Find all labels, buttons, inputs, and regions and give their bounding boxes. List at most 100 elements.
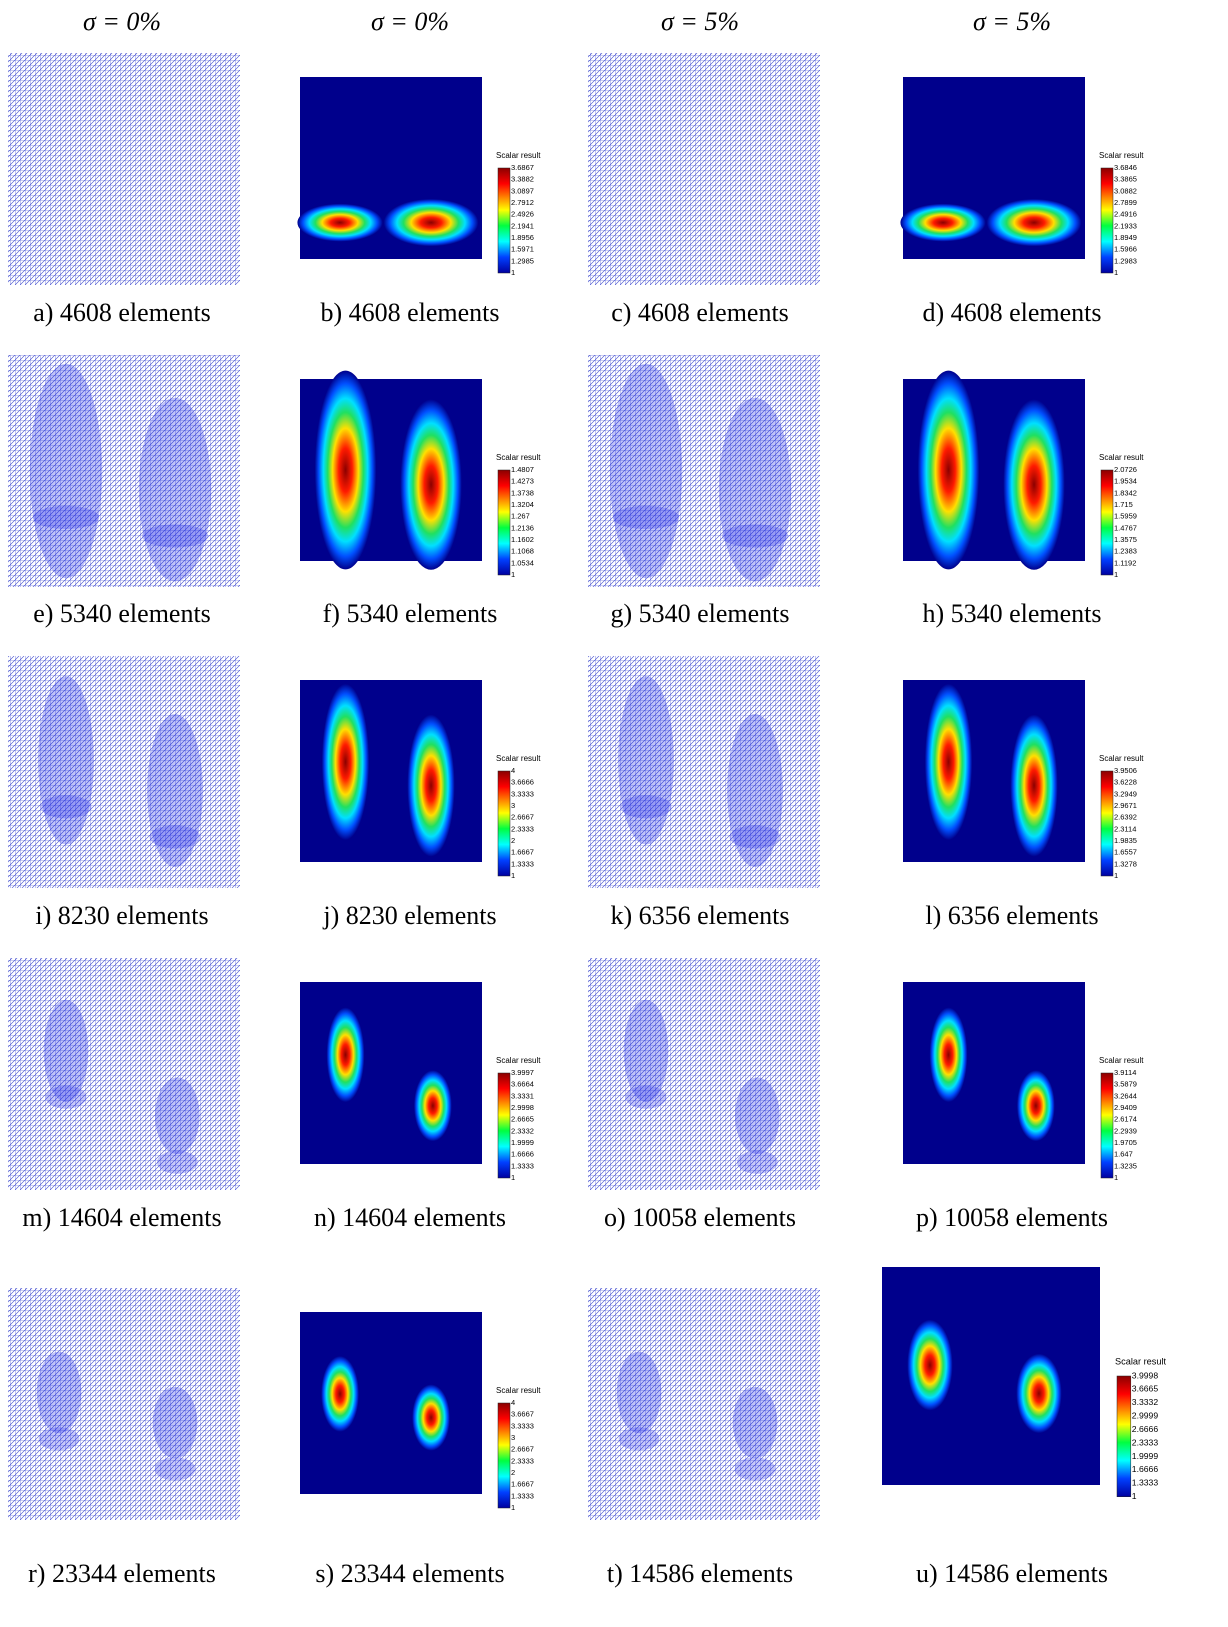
page: {"headers": ["σ = 0%", "σ = 0%", "σ = 5%… xyxy=(0,0,1228,1627)
colorbar-label: 1.5966 xyxy=(1114,245,1137,254)
colorbar-label: 3.9997 xyxy=(511,1068,534,1077)
caption: g) 5340 elements xyxy=(610,599,789,628)
refined-region xyxy=(613,506,679,529)
colorbar-label: 1 xyxy=(511,1503,515,1512)
colorbar-title: Scalar result xyxy=(1099,754,1144,763)
colorbar xyxy=(1117,1376,1131,1497)
refined-region xyxy=(626,1086,667,1109)
colorbar-label: 3.3332 xyxy=(1132,1397,1159,1407)
colorbar-label: 4 xyxy=(511,766,515,775)
colorbar-label: 1.715 xyxy=(1114,500,1133,509)
refined-region xyxy=(719,398,791,582)
colorbar-label: 4 xyxy=(511,1398,515,1407)
refined-region xyxy=(153,1387,198,1458)
colorbar-label: 2.2939 xyxy=(1114,1126,1137,1135)
caption: t) 14586 elements xyxy=(607,1559,793,1588)
colorbar-label: 3.3333 xyxy=(511,789,534,798)
refined-region xyxy=(737,1151,778,1174)
mesh xyxy=(8,53,240,285)
hot-spot xyxy=(987,199,1082,246)
refined-region xyxy=(33,506,99,529)
contour-plot xyxy=(903,982,1085,1164)
colorbar xyxy=(1101,771,1113,876)
colorbar xyxy=(1101,1073,1113,1178)
colorbar-label: 3.6665 xyxy=(1132,1384,1159,1394)
colorbar-label: 2.1941 xyxy=(511,221,534,230)
refined-region xyxy=(37,1352,82,1434)
colorbar-label: 3.0897 xyxy=(511,186,534,195)
caption: s) 23344 elements xyxy=(315,1559,504,1588)
colorbar-label: 3.3333 xyxy=(511,1421,534,1430)
colorbar-label: 2 xyxy=(511,836,515,845)
colorbar-label: 1.6666 xyxy=(511,1150,534,1159)
colorbar-label: 3.0882 xyxy=(1114,186,1137,195)
colorbar-label: 1.9705 xyxy=(1114,1138,1137,1147)
hot-spot xyxy=(384,199,479,246)
hot-spot xyxy=(407,715,454,857)
colorbar-label: 3.3331 xyxy=(511,1091,534,1100)
colorbar-label: 1.5959 xyxy=(1114,512,1137,521)
colorbar-label: 1 xyxy=(511,871,515,880)
colorbar-title: Scalar result xyxy=(496,1056,541,1065)
caption: a) 4608 elements xyxy=(33,298,211,327)
caption: r) 23344 elements xyxy=(28,1559,216,1588)
colorbar-label: 2.3332 xyxy=(511,1126,534,1135)
caption: h) 5340 elements xyxy=(922,599,1101,628)
refined-region xyxy=(619,1427,660,1450)
colorbar-label: 1.3333 xyxy=(511,1491,534,1500)
colorbar-label: 3 xyxy=(511,1433,515,1442)
caption: u) 14586 elements xyxy=(916,1559,1108,1588)
hot-spot xyxy=(907,1320,952,1411)
colorbar-label: 2.6667 xyxy=(511,813,534,822)
hot-spot xyxy=(412,1384,450,1450)
colorbar-label: 1.3333 xyxy=(1132,1478,1159,1488)
colorbar-label: 1.4273 xyxy=(511,477,534,486)
refined-region xyxy=(150,825,201,848)
refined-region xyxy=(735,1077,780,1154)
colorbar-label: 1 xyxy=(1114,871,1118,880)
colorbar-label: 2.6667 xyxy=(511,1445,534,1454)
colorbar-label: 2.0726 xyxy=(1114,465,1137,474)
hot-spot xyxy=(327,1007,365,1102)
colorbar-label: 1.1192 xyxy=(1114,558,1136,567)
colorbar-label: 2.7912 xyxy=(511,198,534,207)
caption: i) 8230 elements xyxy=(35,901,208,930)
colorbar-title: Scalar result xyxy=(1099,453,1144,462)
column-header: σ = 0% xyxy=(371,7,449,36)
colorbar-label: 1 xyxy=(1114,570,1118,579)
caption: l) 6356 elements xyxy=(925,901,1098,930)
colorbar-label: 1 xyxy=(511,268,515,277)
refined-region xyxy=(735,1457,776,1480)
colorbar-label: 1.9835 xyxy=(1114,836,1137,845)
refined-region xyxy=(618,676,674,844)
mesh xyxy=(588,958,820,1190)
colorbar-label: 1.9534 xyxy=(1114,477,1137,486)
colorbar-label: 3.3882 xyxy=(511,175,534,184)
hot-spot xyxy=(930,1007,968,1102)
refined-region xyxy=(39,1427,80,1450)
hot-spot xyxy=(400,399,462,569)
colorbar-label: 1.3738 xyxy=(511,488,534,497)
colorbar-label: 1.5971 xyxy=(511,245,534,254)
column-header: σ = 5% xyxy=(973,7,1051,36)
colorbar-label: 2.6666 xyxy=(1132,1424,1159,1434)
caption: c) 4608 elements xyxy=(611,298,789,327)
colorbar-label: 2 xyxy=(511,1468,515,1477)
refined-region xyxy=(617,1352,662,1434)
colorbar-label: 1.2985 xyxy=(511,256,534,265)
colorbar-label: 3.2949 xyxy=(1114,789,1137,798)
colorbar-label: 3.2644 xyxy=(1114,1091,1137,1100)
hot-spot xyxy=(1016,1354,1061,1433)
colorbar-label: 1.2983 xyxy=(1114,256,1137,265)
colorbar-label: 1.6557 xyxy=(1114,848,1137,857)
figure: σ = 0%σ = 0%σ = 5%σ = 5%a) 4608 elements… xyxy=(0,0,1228,1627)
colorbar-label: 1 xyxy=(511,1173,515,1182)
colorbar-label: 3.6846 xyxy=(1114,163,1137,172)
colorbar-label: 1.267 xyxy=(511,512,530,521)
colorbar-label: 3 xyxy=(511,801,515,810)
colorbar-label: 1.0534 xyxy=(511,558,534,567)
colorbar xyxy=(498,771,510,876)
colorbar-label: 2.4916 xyxy=(1114,210,1137,219)
colorbar-title: Scalar result xyxy=(496,151,541,160)
colorbar-label: 2.6174 xyxy=(1114,1115,1137,1124)
